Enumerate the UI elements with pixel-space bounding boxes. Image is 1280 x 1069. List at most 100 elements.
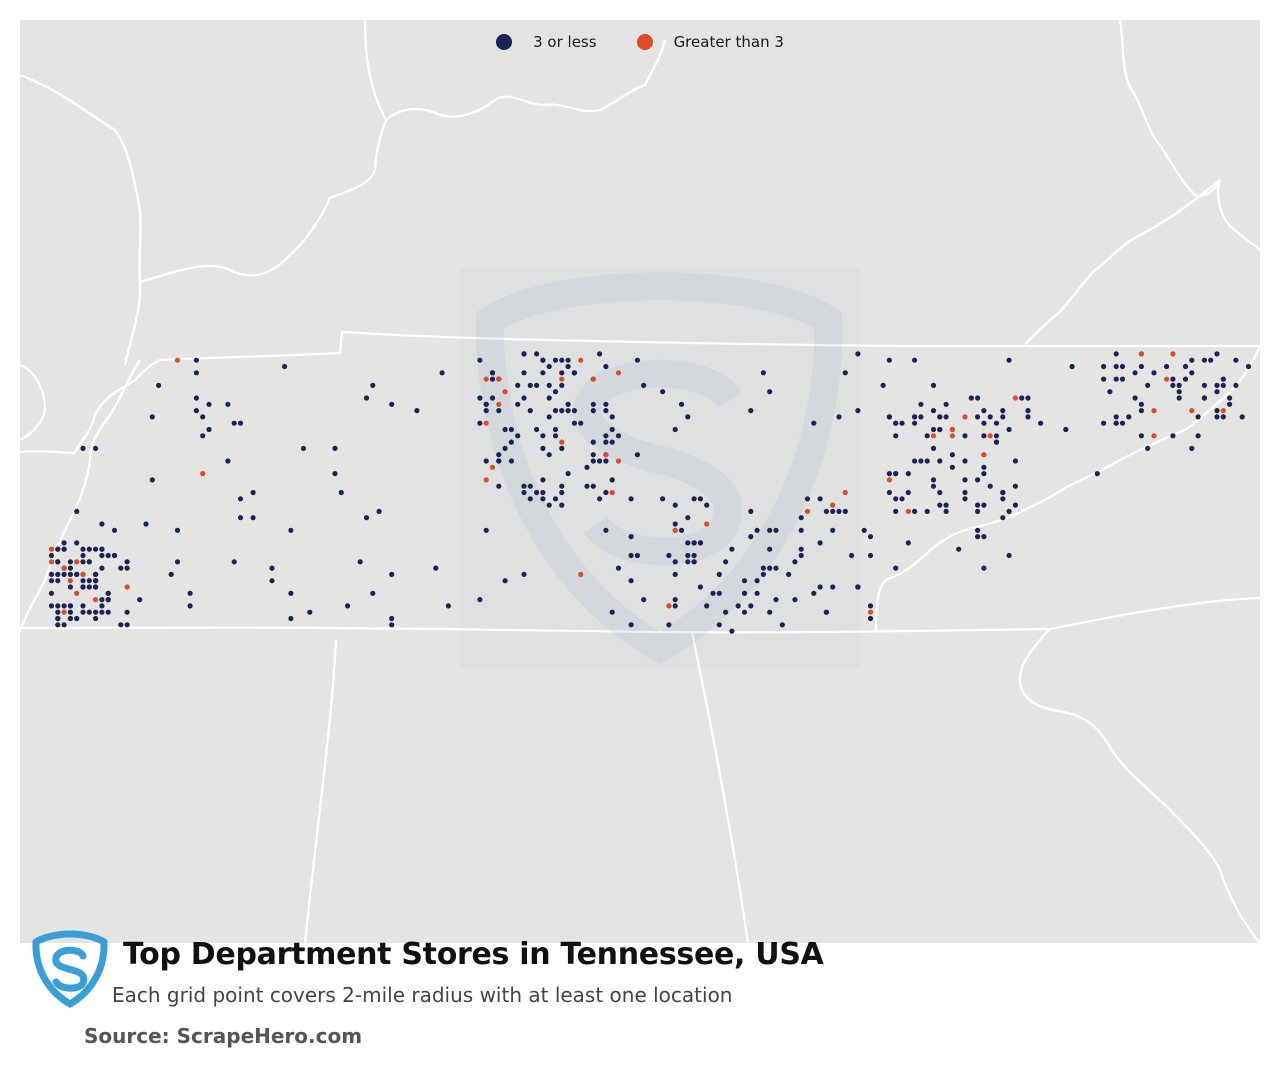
grid-point-low bbox=[767, 527, 773, 533]
grid-point-low bbox=[981, 502, 987, 508]
grid-point-low bbox=[584, 464, 590, 470]
grid-point-low bbox=[1201, 382, 1207, 388]
grid-point-low bbox=[811, 420, 817, 426]
grid-point-low bbox=[609, 439, 615, 445]
grid-point-low bbox=[61, 622, 67, 628]
grid-point-low bbox=[1132, 370, 1138, 376]
grid-point-low bbox=[981, 408, 987, 414]
grid-point-low bbox=[962, 489, 968, 496]
grid-point-low bbox=[439, 370, 445, 376]
grid-point-low bbox=[760, 571, 767, 578]
grid-point-low bbox=[930, 483, 937, 489]
grid-point-low bbox=[628, 534, 634, 540]
grid-point-low bbox=[552, 357, 559, 363]
grid-point-high bbox=[1220, 408, 1226, 414]
grid-point-high bbox=[1138, 351, 1144, 357]
map-panel: 3 or less Greater than 3 bbox=[20, 20, 1260, 943]
grid-point-low bbox=[559, 445, 565, 451]
grid-point-low bbox=[975, 477, 981, 483]
grid-point-low bbox=[124, 622, 130, 628]
grid-point-low bbox=[332, 445, 338, 451]
grid-point-low bbox=[943, 502, 949, 508]
grid-point-low bbox=[1025, 414, 1031, 420]
grid-point-low bbox=[477, 357, 483, 363]
grid-point-low bbox=[748, 603, 754, 609]
grid-point-low bbox=[678, 401, 685, 407]
grid-point-low bbox=[1214, 414, 1220, 420]
grid-point-low bbox=[1233, 382, 1239, 388]
grid-point-low bbox=[93, 584, 99, 590]
grid-point-low bbox=[830, 584, 836, 590]
grid-point-low bbox=[817, 584, 823, 590]
grid-point-low bbox=[565, 401, 571, 407]
grid-point-low bbox=[1195, 433, 1201, 439]
grid-point-low bbox=[975, 527, 981, 533]
grid-point-low bbox=[1195, 414, 1201, 420]
grid-point-low bbox=[905, 489, 911, 496]
grid-point-low bbox=[918, 401, 924, 407]
legend-swatch-low bbox=[496, 34, 513, 50]
grid-point-low bbox=[552, 408, 559, 414]
grid-point-low bbox=[93, 546, 99, 552]
scrapehero-logo-icon bbox=[32, 930, 108, 1009]
grid-point-low bbox=[899, 496, 905, 502]
grid-point-low bbox=[55, 546, 61, 552]
grid-point-low bbox=[193, 408, 199, 414]
grid-point-low bbox=[1214, 389, 1220, 395]
grid-point-low bbox=[111, 552, 118, 559]
grid-point-low bbox=[515, 433, 521, 439]
grid-point-low bbox=[559, 483, 565, 489]
grid-point-low bbox=[975, 395, 981, 401]
grid-point-low bbox=[924, 433, 930, 439]
grid-point-low bbox=[105, 609, 111, 615]
grid-point-low bbox=[527, 483, 533, 489]
grid-point-low bbox=[981, 433, 987, 439]
grid-point-low bbox=[672, 502, 678, 508]
grid-point-low bbox=[1000, 414, 1006, 420]
legend: 3 or less Greater than 3 bbox=[20, 32, 1260, 52]
grid-point-high bbox=[61, 565, 67, 571]
grid-point-low bbox=[571, 420, 578, 426]
grid-point-low bbox=[937, 426, 943, 433]
grid-point-low bbox=[80, 445, 86, 451]
grid-point-low bbox=[1145, 445, 1151, 451]
grid-point-low bbox=[1132, 395, 1138, 401]
grid-point-high bbox=[930, 433, 937, 439]
grid-point-low bbox=[981, 420, 987, 426]
grid-point-low bbox=[534, 351, 540, 357]
grid-point-low bbox=[540, 357, 546, 363]
grid-point-high bbox=[74, 590, 80, 596]
grid-point-low bbox=[67, 603, 73, 609]
grid-point-low bbox=[609, 414, 615, 420]
map-canvas bbox=[20, 20, 1260, 943]
grid-point-low bbox=[741, 590, 748, 596]
grid-point-low bbox=[842, 508, 848, 514]
grid-points bbox=[48, 351, 1252, 634]
grid-point-high bbox=[559, 439, 565, 445]
grid-point-low bbox=[609, 609, 615, 615]
southern-state-lines bbox=[303, 628, 1260, 943]
grid-point-low bbox=[975, 508, 981, 514]
grid-point-low bbox=[137, 597, 143, 603]
grid-point-low bbox=[861, 527, 867, 533]
grid-point-low bbox=[105, 552, 111, 559]
grid-point-low bbox=[508, 426, 514, 433]
grid-point-low bbox=[540, 370, 546, 376]
grid-point-low bbox=[603, 363, 609, 370]
grid-point-low bbox=[1227, 395, 1233, 401]
grid-point-high bbox=[842, 489, 848, 496]
grid-point-low bbox=[527, 382, 533, 388]
grid-point-high bbox=[1189, 408, 1195, 414]
grid-point-low bbox=[615, 433, 622, 439]
grid-point-high bbox=[830, 502, 836, 508]
grid-point-low bbox=[590, 401, 596, 407]
grid-point-low bbox=[981, 565, 987, 571]
grid-point-low bbox=[842, 370, 848, 376]
grid-point-low bbox=[924, 508, 930, 514]
grid-point-high bbox=[1151, 408, 1157, 414]
watermark-logo-icon bbox=[475, 272, 843, 665]
grid-point-low bbox=[67, 559, 73, 565]
grid-point-low bbox=[99, 603, 105, 609]
grid-point-low bbox=[741, 578, 748, 584]
grid-point-low bbox=[685, 515, 691, 521]
